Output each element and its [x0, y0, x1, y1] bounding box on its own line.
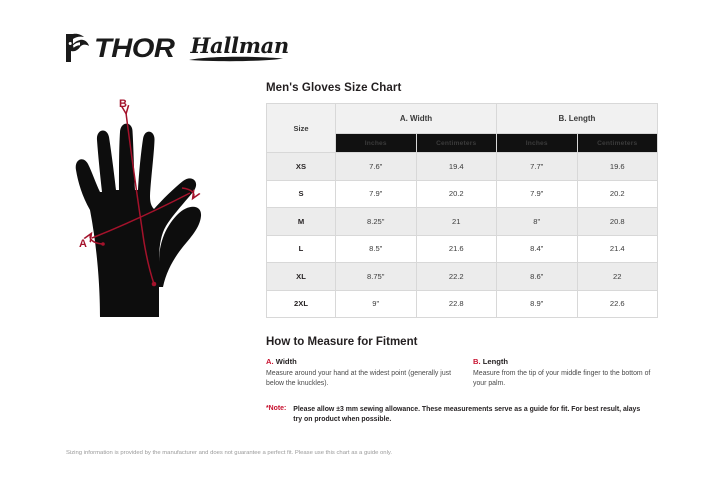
note-text: Please allow ±3 mm sewing allowance. The… — [293, 406, 641, 424]
thor-hammer-mark-icon — [66, 33, 89, 62]
cell-length-centimeters: 19.6 — [576, 152, 658, 181]
cell-width-inches: 8.5" — [335, 234, 417, 263]
brand-logo-bar: THOR Hallman — [64, 33, 293, 63]
measure-text-width: Measure around your hand at the widest p… — [266, 370, 452, 387]
cell-length-centimeters: 21.4 — [576, 234, 658, 263]
cell-length-centimeters: 20.8 — [576, 207, 658, 236]
cell-width-centimeters: 21.6 — [415, 234, 497, 263]
thor-logo: THOR — [64, 33, 175, 63]
cell-size: 2XL — [266, 289, 336, 318]
measure-name-length: Length — [482, 357, 509, 366]
cell-length-centimeters: 22 — [576, 262, 658, 291]
column-header-length-inches: Inches — [496, 133, 578, 153]
cell-length-centimeters: 22.6 — [576, 289, 658, 318]
hand-silhouette-icon: B A — [75, 98, 202, 317]
column-header-width-centimeters: Centimeters — [415, 133, 497, 153]
measure-item-length: B. Length Measure from the tip of your m… — [473, 357, 658, 389]
thor-wordmark: THOR — [94, 32, 175, 63]
measure-marker-a: A. — [266, 357, 274, 366]
table-body: XS 7.6" 19.4 7.7" 19.6 S 7.9" 20.2 7.9" … — [266, 152, 658, 318]
page-title: Men's Gloves Size Chart — [266, 82, 402, 94]
measure-section-title: How to Measure for Fitment — [266, 336, 418, 348]
cell-length-inches: 8" — [496, 207, 578, 236]
hand-measurement-diagram: B A — [62, 92, 267, 317]
cell-size: XS — [266, 152, 336, 181]
column-header-length: B. Length — [496, 102, 658, 135]
cell-width-inches: 9" — [335, 289, 417, 318]
hallman-logo: Hallman — [187, 35, 293, 62]
table-row: L 8.5" 21.6 8.4" 21.4 — [266, 234, 658, 263]
measure-label-length: B. Length — [473, 357, 658, 366]
footer-disclaimer: Sizing information is provided by the ma… — [66, 450, 393, 456]
cell-size: M — [266, 207, 336, 236]
measure-item-width: A. Width Measure around your hand at the… — [266, 357, 451, 389]
table-row: XL 8.75" 22.2 8.6" 22 — [266, 262, 658, 291]
cell-width-centimeters: 20.2 — [415, 179, 497, 208]
table-header-row-groups: Size A. Width B. Length — [266, 102, 658, 153]
cell-size: S — [266, 179, 336, 208]
diagram-label-a: A — [79, 238, 87, 250]
cell-length-inches: 8.6" — [496, 262, 578, 291]
table-row: XS 7.6" 19.4 7.7" 19.6 — [266, 152, 658, 181]
table-row: M 8.25" 21 8" 20.8 — [266, 207, 658, 236]
note-label: *Note: — [266, 405, 287, 412]
cell-length-centimeters: 20.2 — [576, 179, 658, 208]
measure-text-length: Measure from the tip of your middle fing… — [473, 370, 651, 387]
cell-width-inches: 8.75" — [335, 262, 417, 291]
cell-length-inches: 7.7" — [496, 152, 578, 181]
cell-width-centimeters: 22.8 — [415, 289, 497, 318]
table-row: 2XL 9" 22.8 8.9" 22.6 — [266, 289, 658, 318]
chart-content: Men's Gloves Size Chart Size A. Width B.… — [266, 82, 658, 426]
measure-name-width: Width — [275, 357, 297, 366]
column-header-length-centimeters: Centimeters — [576, 133, 658, 153]
measure-columns: A. Width Measure around your hand at the… — [266, 357, 658, 389]
cell-size: L — [266, 234, 336, 263]
table-header-row-units: Inches Centimeters Inches Centimeters — [267, 133, 658, 153]
cell-length-inches: 8.4" — [496, 234, 578, 263]
size-chart-table: Size A. Width B. Length Inches Centimete… — [266, 102, 658, 318]
cell-width-inches: 7.6" — [335, 152, 417, 181]
cell-width-centimeters: 21 — [415, 207, 497, 236]
hallman-wordmark: Hallman — [190, 32, 290, 58]
column-header-size: Size — [266, 103, 336, 153]
cell-width-inches: 8.25" — [335, 207, 417, 236]
table-header: Size A. Width B. Length Inches Centimete… — [266, 102, 658, 153]
column-header-width: A. Width — [335, 102, 497, 135]
cell-size: XL — [266, 262, 336, 291]
hallman-swash-icon — [188, 56, 283, 61]
measure-label-width: A. Width — [266, 357, 451, 366]
cell-length-inches: 8.9" — [496, 289, 578, 318]
diagram-label-b: B — [119, 98, 127, 110]
measure-marker-b: B. — [473, 357, 481, 366]
table-row: S 7.9" 20.2 7.9" 20.2 — [266, 179, 658, 208]
cell-width-centimeters: 19.4 — [415, 152, 497, 181]
cell-width-centimeters: 22.2 — [415, 262, 497, 291]
cell-length-inches: 7.9" — [496, 179, 578, 208]
note-row: *Note: Please allow ±3 mm sewing allowan… — [266, 405, 658, 426]
column-header-width-inches: Inches — [335, 133, 417, 153]
cell-width-inches: 7.9" — [335, 179, 417, 208]
